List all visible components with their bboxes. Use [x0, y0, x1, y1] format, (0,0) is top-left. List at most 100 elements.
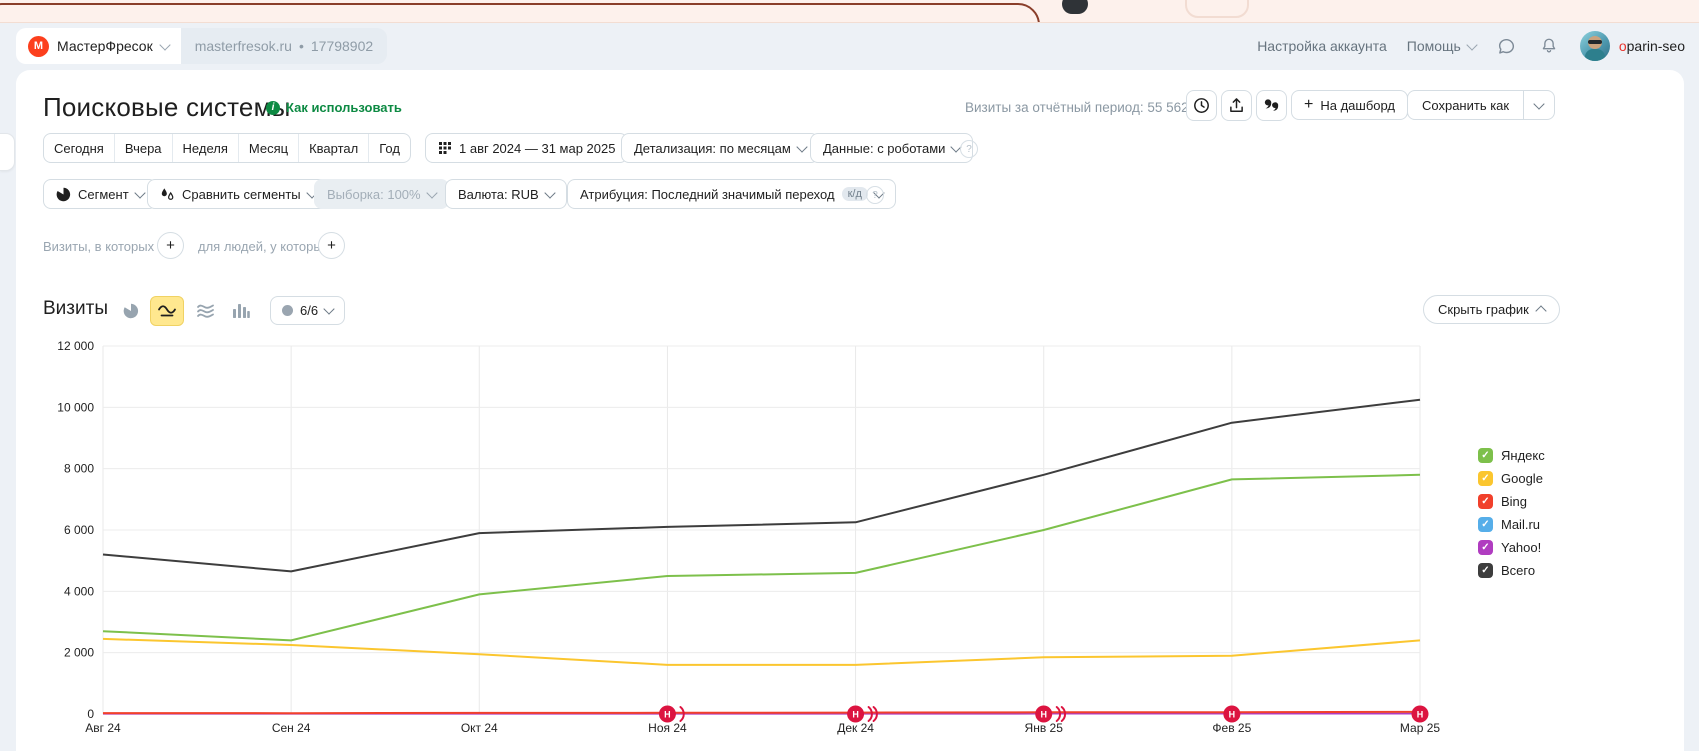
export-button[interactable]	[1221, 90, 1252, 121]
pie-segment-icon	[56, 187, 71, 201]
legend-checkbox[interactable]: ✓	[1478, 563, 1493, 578]
save-as-menu-button[interactable]	[1524, 91, 1554, 119]
page-title: Поисковые системы	[43, 92, 291, 122]
series-line-Яндекс[interactable]	[102, 473, 1421, 642]
save-as-button[interactable]: Сохранить как	[1422, 97, 1510, 113]
chart-type-stacked-button[interactable]	[188, 296, 222, 326]
legend-item-Mail.ru[interactable]: ✓ Mail.ru	[1478, 517, 1545, 532]
counter-domain-block[interactable]: masterfresok.ru • 17798902	[180, 28, 388, 64]
series-selector-dropdown[interactable]: 6/6	[270, 296, 346, 325]
period-tab-1[interactable]: Вчера	[113, 134, 172, 162]
attribution-dropdown[interactable]: Атрибуция: Последний значимый переход к/…	[567, 179, 896, 209]
period-tab-2[interactable]: Неделя	[171, 134, 238, 162]
counter-switcher-button[interactable]: М МастерФресок	[16, 28, 181, 64]
attribution-label: Атрибуция: Последний значимый переход	[580, 186, 835, 202]
notification-marker[interactable]	[1411, 705, 1429, 723]
legend-checkbox[interactable]: ✓	[1478, 448, 1493, 463]
counter-domain: masterfresok.ru	[194, 38, 292, 54]
legend-item-Yahoo![interactable]: ✓ Yahoo!	[1478, 540, 1545, 555]
comments-button[interactable]	[1256, 90, 1287, 121]
date-range-button[interactable]: 1 авг 2024 — 31 мар 2025	[425, 133, 629, 163]
chart-legend: ✓ Яндекс ✓ Google ✓ Bing ✓ Mail.ru ✓ Yahoo! ✓ Всего	[1478, 448, 1545, 578]
legend-item-Яндекс[interactable]: ✓ Яндекс	[1478, 448, 1545, 463]
sampling-label: Выборка: 100%	[327, 186, 421, 202]
sampling-dropdown[interactable]: Выборка: 100%	[314, 179, 449, 209]
left-edge-panel-handle[interactable]	[0, 133, 15, 171]
legend-item-Google[interactable]: ✓ Google	[1478, 471, 1545, 486]
legend-checkbox[interactable]: ✓	[1478, 471, 1493, 486]
notification-ripple	[1060, 706, 1066, 722]
visits-line-chart[interactable]: 0 2 000 4 000 6 000 8 000 10 000 12 000 Авг 24 С…	[16, 332, 1684, 748]
notification-marker-letter: Н	[1040, 710, 1047, 720]
y-axis-label: 12 000	[57, 339, 94, 353]
add-to-dashboard-button[interactable]: + На дашборд	[1291, 90, 1409, 120]
notification-marker-letter: Н	[852, 710, 859, 720]
notification-marker[interactable]	[847, 705, 865, 723]
legend-item-Всего[interactable]: ✓ Всего	[1478, 563, 1545, 578]
data-mode-dropdown[interactable]: Данные: с роботами	[810, 133, 974, 163]
counter-switcher: М МастерФресок masterfresok.ru • 1779890…	[16, 28, 388, 64]
chevron-down-icon	[796, 140, 808, 153]
period-tab-0[interactable]: Сегодня	[54, 140, 104, 156]
segment-dropdown[interactable]: Сегмент	[43, 179, 157, 209]
chart-type-pie-button[interactable]	[114, 296, 148, 326]
help-question-icon[interactable]: ?	[866, 186, 884, 204]
legend-label: Всего	[1501, 563, 1536, 578]
account-settings-link[interactable]: Настройка аккаунта	[1257, 38, 1387, 54]
divider	[1523, 91, 1525, 119]
how-to-use-link[interactable]: i Как использовать	[266, 100, 402, 115]
notification-ripple	[1055, 706, 1061, 722]
chart-type-line-button[interactable]	[150, 296, 184, 326]
add-to-dashboard-label: На дашборд	[1320, 97, 1396, 113]
legend-label: Bing	[1501, 494, 1528, 509]
x-axis-label: Дек 24	[837, 721, 874, 735]
visits-summary: Визиты за отчётный период: 55 562	[965, 100, 1189, 115]
notification-marker[interactable]	[1035, 705, 1053, 723]
x-axis-label: Янв 25	[1025, 721, 1064, 735]
attribution-badge: к/д	[841, 187, 868, 201]
legend-checkbox[interactable]: ✓	[1478, 540, 1493, 555]
y-axis-label: 0	[87, 707, 94, 721]
notification-marker[interactable]	[1223, 705, 1241, 723]
user-menu[interactable]: oparin-seo	[1579, 31, 1685, 61]
series-line-Google[interactable]	[102, 637, 1421, 666]
info-icon: i	[266, 100, 280, 115]
detalization-label: Детализация: по месяцам	[634, 140, 791, 156]
period-tab-3[interactable]: Месяц	[237, 134, 298, 162]
pie-chart-icon	[123, 303, 139, 319]
bell-icon[interactable]	[1538, 35, 1560, 57]
stacked-areas-icon	[196, 304, 214, 318]
save-as-split-button: Сохранить как	[1407, 90, 1556, 120]
add-visits-filter-button[interactable]: +	[157, 232, 184, 259]
compare-segments-dropdown[interactable]: Сравнить сегменты	[147, 179, 329, 209]
chat-icon[interactable]	[1496, 35, 1518, 57]
notification-ripple	[872, 706, 878, 722]
x-axis-label: Мар 25	[1400, 721, 1440, 735]
compare-segments-label: Сравнить сегменты	[182, 186, 301, 202]
columns-chart-icon	[233, 304, 250, 318]
period-tab-5[interactable]: Год	[368, 134, 410, 162]
x-axis-label: Ноя 24	[648, 721, 687, 735]
series-line-Всего[interactable]	[102, 398, 1421, 573]
detalization-dropdown[interactable]: Детализация: по месяцам	[621, 133, 819, 163]
metrica-logo-icon: М	[28, 35, 49, 57]
help-question-icon[interactable]: ?	[960, 140, 978, 158]
notification-marker-letter: Н	[664, 710, 671, 720]
help-menu[interactable]: Помощь	[1407, 38, 1478, 54]
chart-type-columns-button[interactable]	[224, 296, 258, 326]
add-people-filter-button[interactable]: +	[318, 232, 345, 259]
drops-compare-icon	[161, 187, 174, 200]
quotes-icon	[1264, 99, 1279, 111]
notification-marker[interactable]	[658, 705, 676, 723]
history-clock-button[interactable]	[1186, 90, 1217, 121]
period-tab-4[interactable]: Квартал	[298, 134, 368, 162]
series-line-Bing[interactable]	[102, 710, 1421, 715]
chevron-up-icon	[1535, 304, 1547, 317]
legend-checkbox[interactable]: ✓	[1478, 494, 1493, 509]
legend-item-Bing[interactable]: ✓ Bing	[1478, 494, 1545, 509]
y-axis-label: 6 000	[64, 523, 94, 537]
chevron-down-icon	[425, 186, 438, 199]
legend-checkbox[interactable]: ✓	[1478, 517, 1493, 532]
hide-chart-button[interactable]: Скрыть график	[1423, 295, 1560, 324]
currency-dropdown[interactable]: Валюта: RUB	[445, 179, 567, 209]
